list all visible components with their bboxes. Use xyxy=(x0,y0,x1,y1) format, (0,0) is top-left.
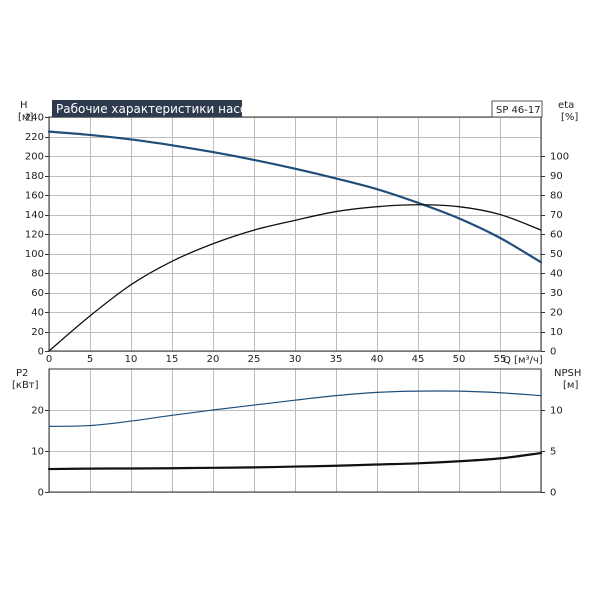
top-left-tick-label: 20 xyxy=(31,327,44,338)
x-tick-label: 20 xyxy=(207,354,220,365)
x-tick-label: 15 xyxy=(166,354,179,365)
bottom-left-axis-label-line1: P2 xyxy=(16,368,28,379)
bottom-chart-frame xyxy=(48,368,542,493)
bottom-chart-tick-labels: 0 10 20 0 5 10 xyxy=(31,406,562,499)
x-tick-label: 30 xyxy=(289,354,302,365)
top-right-tick-label: 60 xyxy=(550,230,563,241)
head-curve xyxy=(47,130,543,264)
efficiency-curve xyxy=(48,204,542,352)
x-tick-label: 35 xyxy=(330,354,343,365)
top-left-tick-label: 60 xyxy=(31,288,44,299)
top-right-tick-label: 80 xyxy=(550,191,563,202)
top-right-tick-label: 20 xyxy=(550,308,563,319)
model-label: SP 46-17 xyxy=(496,105,541,116)
top-right-axis-label-line1: eta xyxy=(558,100,574,111)
chart-title: Рабочие характеристики насоса xyxy=(56,102,261,116)
top-left-tick-label: 160 xyxy=(25,191,44,202)
top-right-tick-label: 0 xyxy=(550,347,556,358)
bottom-left-tick-label: 0 xyxy=(38,488,44,499)
bottom-left-tick-label: 10 xyxy=(31,447,44,458)
top-chart-grid xyxy=(49,117,542,352)
bottom-left-axis-label-line2: [кВт] xyxy=(12,380,39,391)
x-tick-label: 50 xyxy=(453,354,466,365)
top-right-tick-label: 100 xyxy=(550,152,569,163)
top-right-tick-label: 50 xyxy=(550,249,563,260)
x-axis-label: Q [м³/ч] xyxy=(503,355,543,366)
top-left-tick-label: 220 xyxy=(25,132,44,143)
top-left-tick-label: 80 xyxy=(31,269,44,280)
top-left-axis-label-line2: [м] xyxy=(18,112,33,123)
top-left-tick-label: 180 xyxy=(25,171,44,182)
top-left-tick-label: 140 xyxy=(25,210,44,221)
top-right-tick-label: 30 xyxy=(550,288,563,299)
top-left-tick-label: 240 xyxy=(25,113,44,124)
bottom-right-axis-label-line1: NPSH xyxy=(554,368,581,379)
x-tick-label: 0 xyxy=(46,354,52,365)
top-right-tick-label: 90 xyxy=(550,171,563,182)
power-curve xyxy=(48,390,542,427)
top-left-tick-label: 40 xyxy=(31,308,44,319)
top-left-tick-label: 100 xyxy=(25,249,44,260)
bottom-left-tick-label: 20 xyxy=(31,406,44,417)
top-left-tick-label: 0 xyxy=(38,347,44,358)
chart-title-box xyxy=(52,100,242,117)
top-left-axis-label-line1: H xyxy=(20,100,28,111)
top-left-tick-label: 200 xyxy=(25,152,44,163)
bottom-chart-grid xyxy=(49,369,542,493)
series-layer xyxy=(47,130,543,471)
bottom-right-axis-label-line2: [м] xyxy=(563,380,578,391)
x-tick-label: 40 xyxy=(371,354,384,365)
top-right-tick-label: 10 xyxy=(550,327,563,338)
top-left-tick-label: 120 xyxy=(25,230,44,241)
x-tick-label: 25 xyxy=(248,354,261,365)
x-tick-label: 5 xyxy=(87,354,93,365)
bottom-right-tick-label: 5 xyxy=(550,447,556,458)
top-chart-tick-labels: 0204060801001201401601802002202400102030… xyxy=(25,113,569,366)
top-right-tick-label: 70 xyxy=(550,210,563,221)
x-tick-label: 45 xyxy=(412,354,425,365)
npsh-curve xyxy=(47,451,543,471)
model-box xyxy=(491,100,543,118)
top-right-axis-label-line2: [%] xyxy=(561,112,578,123)
top-right-tick-label: 40 xyxy=(550,269,563,280)
bottom-right-tick-label: 0 xyxy=(550,488,556,499)
x-tick-label: 10 xyxy=(125,354,138,365)
x-tick-label: 55 xyxy=(494,354,507,365)
bottom-right-tick-label: 10 xyxy=(550,406,563,417)
